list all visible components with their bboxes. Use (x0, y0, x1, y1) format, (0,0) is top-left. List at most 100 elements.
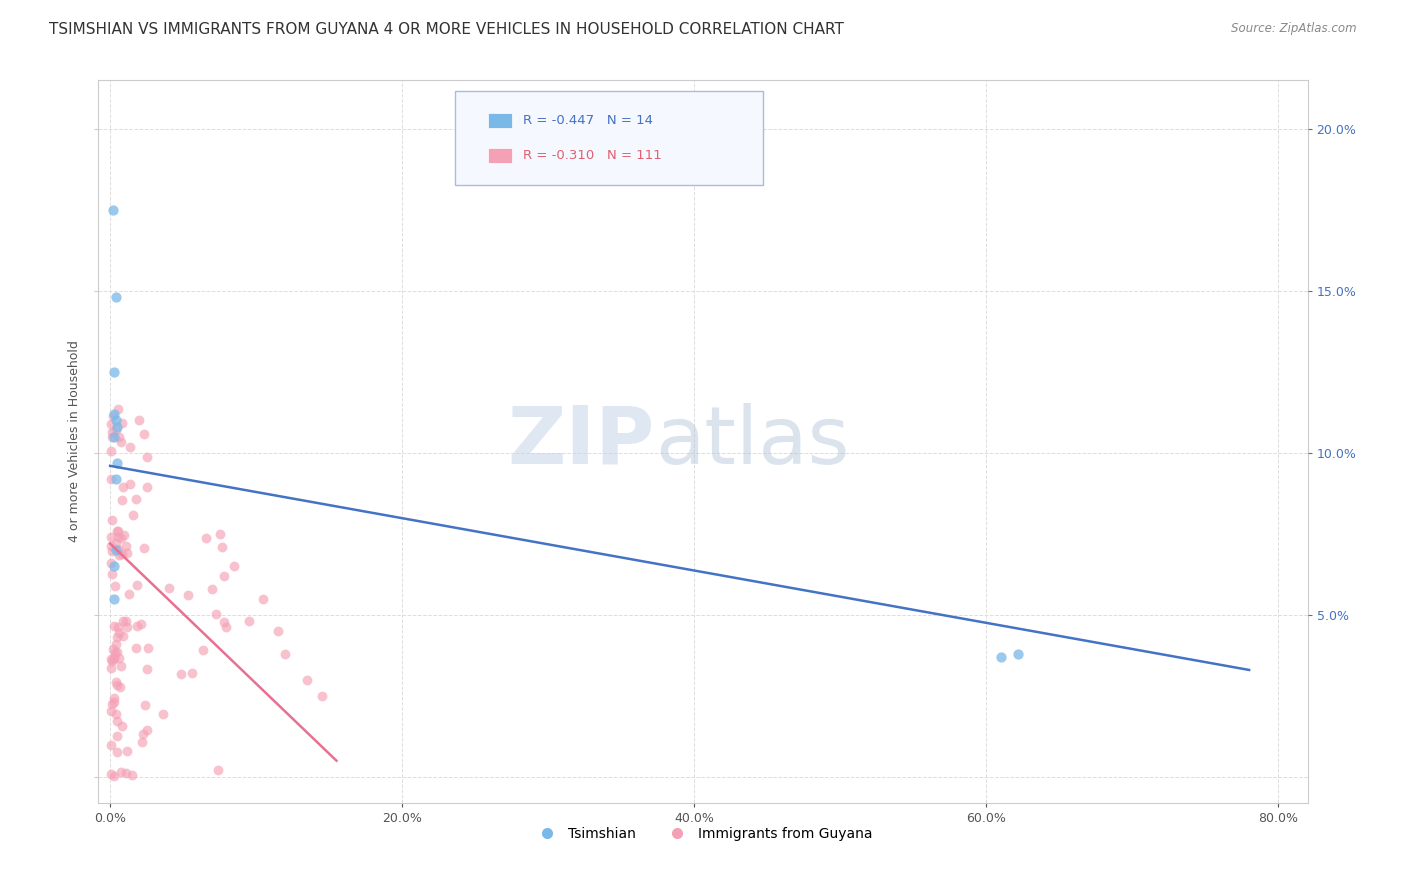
Point (104, 290, 127, 304)
Point (111, 416, 134, 430)
Point (170, 666, 193, 681)
Point (211, 540, 233, 554)
Legend: Tsimshian, Immigrants from Guyana: Tsimshian, Immigrants from Guyana (527, 822, 879, 847)
Point (112, 629, 135, 643)
Point (107, 401, 129, 416)
Point (101, 409, 124, 423)
Point (135, 723, 157, 737)
Text: atlas: atlas (655, 402, 849, 481)
Point (990, 650, 1012, 665)
Point (207, 764, 229, 778)
Point (100, 471, 122, 485)
Point (191, 643, 214, 657)
Point (107, 420, 129, 434)
Point (100, 567, 122, 582)
Point (101, 641, 124, 656)
Point (110, 658, 132, 673)
Point (101, 425, 124, 440)
Point (105, 729, 128, 743)
Point (267, 624, 290, 638)
Point (101, 513, 124, 527)
Point (107, 530, 129, 544)
Point (103, 559, 125, 574)
Point (194, 532, 217, 546)
Point (103, 365, 125, 379)
Point (136, 640, 159, 655)
Point (224, 559, 246, 574)
Point (103, 591, 125, 606)
Text: TSIMSHIAN VS IMMIGRANTS FROM GUYANA 4 OR MORE VEHICLES IN HOUSEHOLD CORRELATION : TSIMSHIAN VS IMMIGRANTS FROM GUYANA 4 OR… (49, 22, 844, 37)
Point (252, 591, 274, 606)
Point (135, 662, 157, 676)
Point (105, 675, 128, 690)
Point (111, 480, 134, 494)
Point (120, 476, 142, 491)
Point (152, 706, 174, 721)
Point (204, 607, 226, 621)
Point (100, 540, 122, 554)
Point (105, 678, 128, 692)
Point (107, 456, 129, 470)
Point (101, 653, 124, 667)
Text: Source: ZipAtlas.com: Source: ZipAtlas.com (1232, 22, 1357, 36)
Point (132, 427, 155, 442)
Point (103, 649, 125, 664)
Point (100, 417, 122, 432)
Text: R = -0.310   N = 111: R = -0.310 N = 111 (523, 149, 662, 162)
Point (274, 647, 297, 661)
Point (108, 548, 131, 562)
Point (108, 650, 131, 665)
Point (110, 531, 132, 545)
Point (105, 423, 128, 437)
Point (132, 726, 155, 740)
Point (104, 637, 127, 651)
Point (107, 524, 129, 539)
Point (104, 413, 127, 427)
Point (125, 578, 148, 592)
Point (215, 620, 238, 634)
Point (114, 766, 136, 780)
Point (121, 767, 143, 781)
Point (107, 430, 129, 444)
Point (128, 413, 150, 427)
Point (100, 661, 122, 675)
Point (107, 620, 129, 634)
Point (1007, 647, 1029, 661)
Point (110, 764, 132, 779)
Point (103, 694, 125, 708)
Point (115, 539, 138, 553)
Y-axis label: 4 or more Vehicles in Household: 4 or more Vehicles in Household (67, 341, 82, 542)
Point (112, 614, 135, 628)
Point (122, 508, 145, 522)
Point (100, 652, 122, 666)
Point (110, 719, 132, 733)
Point (115, 546, 138, 560)
Point (125, 641, 148, 656)
FancyBboxPatch shape (488, 113, 512, 128)
Point (105, 630, 128, 644)
Point (100, 704, 122, 718)
Point (104, 579, 127, 593)
Point (208, 527, 231, 541)
Point (127, 618, 149, 632)
Text: ZIP: ZIP (508, 402, 655, 481)
Point (114, 614, 136, 628)
Point (100, 698, 122, 712)
Point (107, 626, 129, 640)
Point (101, 544, 124, 558)
Point (311, 689, 333, 703)
Point (132, 541, 155, 556)
Point (111, 547, 134, 561)
Point (104, 472, 127, 486)
Point (135, 450, 157, 465)
Point (115, 620, 138, 634)
Point (105, 714, 128, 729)
Point (118, 440, 141, 454)
Point (212, 569, 235, 583)
Point (104, 543, 127, 558)
Point (100, 739, 122, 753)
Point (131, 735, 153, 749)
Point (115, 744, 138, 758)
Point (135, 480, 157, 494)
FancyBboxPatch shape (456, 91, 763, 185)
